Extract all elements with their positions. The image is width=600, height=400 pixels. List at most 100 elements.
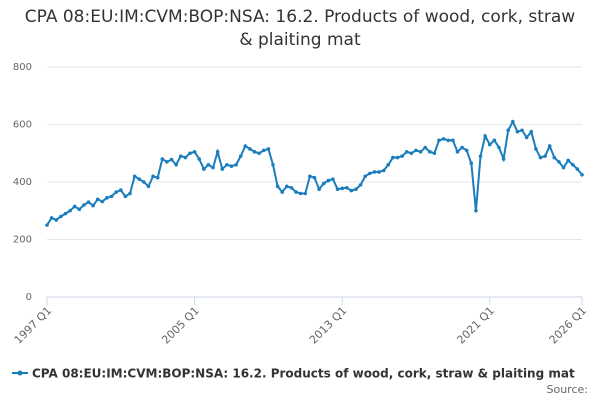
data-point [423,145,427,150]
data-point [409,151,414,156]
data-point [395,155,400,160]
data-point [229,164,234,168]
data-point [418,150,423,154]
data-point [169,157,174,162]
legend-label: CPA 08:EU:IM:CVM:BOP:NSA: 16.2. Products… [32,367,575,381]
data-point [312,175,317,180]
data-point [86,200,91,204]
data-point [349,188,354,193]
data-point [386,162,391,167]
data-point [206,162,211,167]
data-point [95,197,100,202]
data-point [543,154,547,158]
data-point [469,161,474,166]
data-point [404,150,409,154]
x-tick-label: 1997 Q1 [12,304,55,347]
data-point [271,162,275,167]
data-point [63,211,68,216]
data-point [487,142,492,147]
data-point [506,128,511,133]
data-point [524,135,529,140]
data-point [368,171,372,176]
data-point [321,181,326,186]
data-point [501,157,506,161]
data-point [580,173,584,177]
data-point [377,170,381,174]
data-point [82,203,86,207]
data-point [391,155,395,160]
data-point [428,150,432,154]
data-point [381,168,386,173]
y-tick-label: 800 [13,62,32,73]
data-point [77,207,82,212]
data-point [534,147,538,151]
data-point [188,151,192,156]
data-point [344,185,349,190]
data-point [340,186,344,191]
data-point [123,194,128,199]
data-point [547,144,552,148]
data-point [128,191,132,196]
data-point [497,145,501,150]
data-point [234,162,238,167]
data-point [155,175,160,180]
data-point [243,144,248,148]
data-point [363,174,368,179]
data-point [455,150,460,154]
data-point [354,187,358,191]
data-point [432,151,437,156]
data-point [72,204,77,209]
data-point [538,155,543,160]
data-point [298,191,303,196]
y-tick-label: 0 [26,292,32,303]
source-label: Source: [547,383,589,396]
data-point [202,167,206,171]
data-point [151,174,155,179]
data-point [211,165,215,170]
x-tick-label: 2026 Q1 [547,304,590,347]
data-point [91,203,95,208]
data-point [248,147,252,151]
data-point [137,177,142,181]
data-point [441,137,446,141]
data-point [520,128,524,133]
data-point [372,170,377,174]
data-point [570,162,575,167]
data-point [132,174,137,179]
data-point [289,185,294,190]
data-point [252,150,257,154]
data-point [59,214,63,219]
data-point [54,218,59,222]
data-point [160,157,165,161]
data-point [460,145,464,150]
data-point [109,194,114,199]
data-point [105,196,109,200]
data-point [280,190,285,194]
data-point [478,154,483,158]
data-point [331,177,335,181]
data-point [257,151,261,156]
data-point [285,184,289,189]
data-point [303,191,308,196]
data-point [266,147,271,151]
data-point [561,165,566,170]
x-tick-label: 2021 Q1 [454,304,497,347]
data-point [49,216,54,220]
data-point [294,190,298,194]
data-point [464,148,469,153]
chart-title: CPA 08:EU:IM:CVM:BOP:NSA: 16.2. Products… [24,7,576,50]
data-point [575,167,580,171]
data-point [45,223,49,227]
data-point [146,184,151,189]
y-tick-label: 600 [13,120,32,131]
data-point [174,162,178,167]
data-point [114,190,118,194]
data-point [358,183,363,187]
series-line [46,119,583,226]
data-point [215,150,220,154]
data-point [118,188,123,192]
data-point [437,138,441,143]
data-point [414,148,418,153]
